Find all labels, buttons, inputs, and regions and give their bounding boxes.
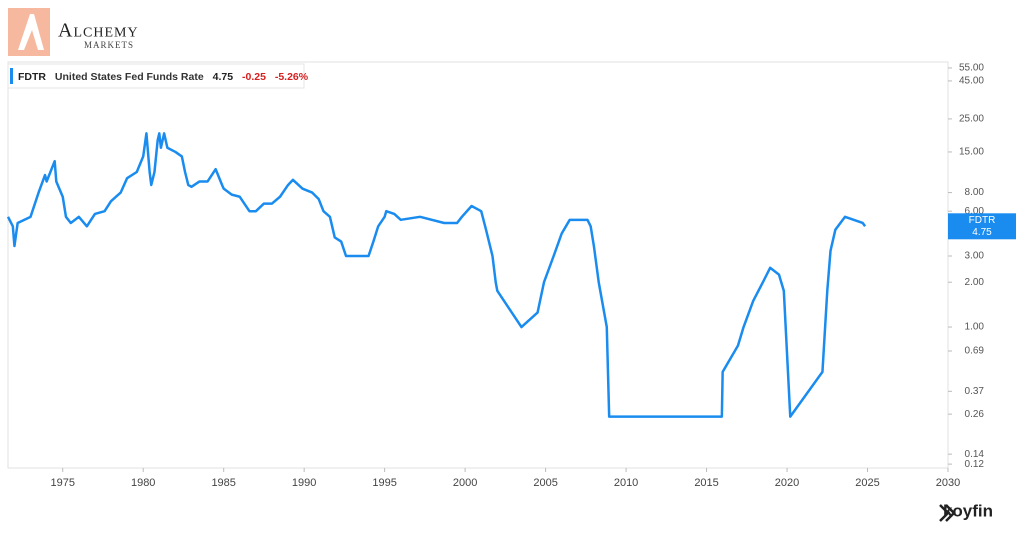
badge-ticker: FDTR	[969, 215, 996, 226]
brand-sub: Markets	[84, 40, 134, 50]
y-tick-label: 6.00	[965, 206, 985, 217]
y-tick-label: 3.00	[965, 251, 985, 262]
x-tick-label: 2030	[936, 477, 960, 489]
legend-change: -0.25	[242, 71, 266, 83]
y-tick-label: 2.00	[965, 277, 985, 288]
series-line	[6, 132, 867, 418]
x-tick-label: 1995	[372, 477, 396, 489]
x-tick-label: 1990	[292, 477, 316, 489]
y-tick-label: 55.00	[959, 63, 984, 74]
last-value-badge	[948, 213, 1016, 240]
legend-change-pct: -5.26%	[275, 71, 309, 83]
brand-name: Alchemy	[58, 20, 139, 42]
legend-name: United States Fed Funds Rate	[55, 71, 204, 83]
x-tick-label: 1975	[50, 477, 74, 489]
badge-value: 4.75	[972, 227, 992, 238]
y-tick-label: 25.00	[959, 114, 984, 125]
legend-box	[7, 63, 305, 89]
plot-frame	[7, 61, 949, 469]
legend: FDTR United States Fed Funds Rate 4.75 -…	[18, 71, 309, 83]
provider: koyfin	[943, 501, 993, 520]
legend-last: 4.75	[213, 71, 234, 83]
x-tick-label: 2000	[453, 477, 477, 489]
x-tick-label: 2005	[533, 477, 557, 489]
y-tick-label: 0.12	[965, 459, 985, 470]
x-tick-label: 2020	[775, 477, 799, 489]
legend-swatch	[10, 68, 13, 84]
y-tick-label: 1.00	[965, 322, 985, 333]
x-tick-label: 2015	[694, 477, 718, 489]
logo-glyph	[18, 14, 44, 50]
provider-icon	[939, 504, 956, 522]
y-tick-label: 15.00	[959, 147, 984, 158]
x-tick-label: 2010	[614, 477, 638, 489]
y-tick-label: 0.69	[965, 346, 985, 357]
y-tick-label: 45.00	[959, 76, 984, 87]
x-tick-label: 1980	[131, 477, 155, 489]
x-tick-label: 2025	[855, 477, 879, 489]
y-tick-label: 8.00	[965, 187, 985, 198]
legend-ticker: FDTR	[18, 71, 46, 83]
x-tick-label: 1985	[211, 477, 235, 489]
y-tick-label: 0.37	[965, 386, 985, 397]
y-tick-label: 0.26	[965, 409, 985, 420]
y-tick-label: 0.14	[965, 449, 985, 460]
